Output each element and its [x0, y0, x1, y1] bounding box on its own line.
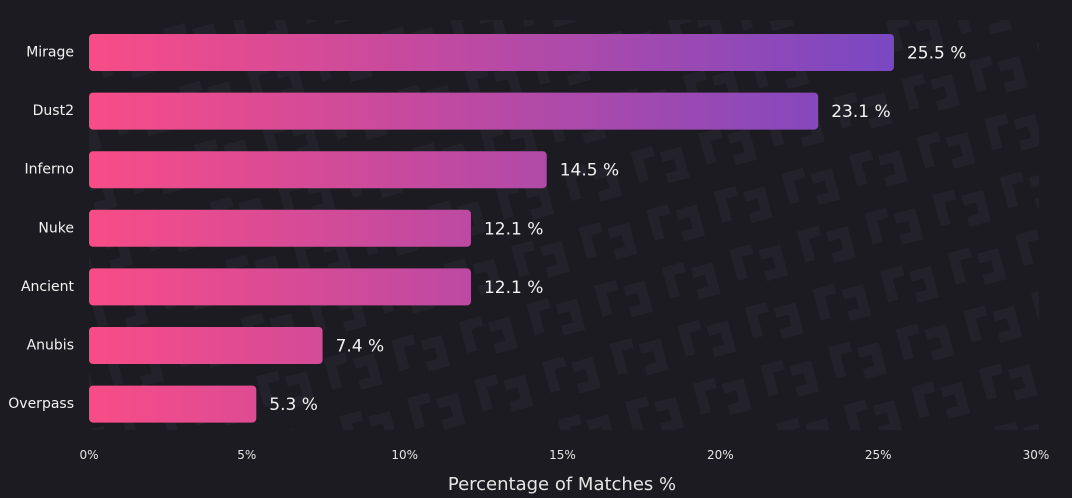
x-tick-label: 30% [1023, 448, 1050, 462]
bar-dust2 [89, 92, 819, 130]
category-label: Inferno [25, 162, 75, 178]
x-axis-label: Percentage of Matches % [448, 474, 676, 495]
x-tick-label: 0% [79, 448, 98, 462]
value-label: 14.5 % [560, 161, 619, 181]
bar-inferno [89, 151, 547, 189]
bar-overpass [89, 385, 257, 423]
bar-mirage [89, 34, 894, 71]
category-label: Overpass [8, 396, 74, 412]
value-label: 12.1 % [484, 219, 543, 239]
category-label: Dust2 [33, 103, 74, 119]
x-tick-label: 5% [237, 448, 256, 462]
category-label: Anubis [27, 338, 74, 354]
bar-nuke [89, 209, 471, 247]
value-label: 23.1 % [831, 102, 890, 122]
x-tick-label: 10% [391, 448, 418, 462]
category-label: Nuke [38, 220, 74, 236]
bar-ancient [89, 268, 471, 306]
value-label: 7.4 % [336, 337, 385, 357]
x-tick-label: 25% [865, 448, 892, 462]
value-label: 25.5 % [907, 44, 966, 64]
value-label: 12.1 % [484, 278, 543, 298]
bar-anubis [89, 327, 323, 364]
category-label: Ancient [21, 279, 75, 295]
x-tick-label: 15% [549, 448, 576, 462]
value-label: 5.3 % [269, 395, 318, 415]
x-tick-label: 20% [707, 448, 734, 462]
category-label: Mirage [26, 45, 74, 61]
